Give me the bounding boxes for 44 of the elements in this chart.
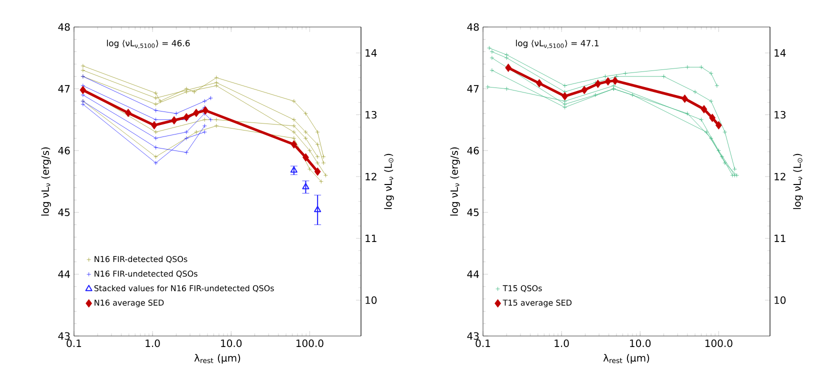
y-tick-label: 44 bbox=[467, 270, 479, 278]
annotation: log ⟨νL$_{ν,5100}$⟩ = 46.6 bbox=[107, 40, 190, 49]
x-tick-label: 0.1 bbox=[476, 340, 490, 348]
y-tick-label: 47 bbox=[467, 85, 479, 92]
x-axis-title: λ$_{rest}$ (μm) bbox=[603, 354, 650, 364]
y2-tick-label: 13 bbox=[366, 110, 376, 119]
y2-axis-title: log νL$_{ν}$ (L$_{⊙}$) bbox=[793, 154, 803, 210]
y-axis-title: log νL$_{ν}$ (erg/s) bbox=[41, 147, 51, 216]
y-tick-label: 43 bbox=[467, 332, 479, 340]
y-tick-label: 48 bbox=[467, 23, 479, 31]
x-tick-label: 100.0 bbox=[296, 340, 324, 348]
y2-tick-label: 14 bbox=[774, 49, 786, 57]
legend-label: T15 QSOs bbox=[502, 285, 542, 292]
y2-tick-label: 11 bbox=[774, 234, 786, 242]
y2-tick-label: 10 bbox=[774, 296, 786, 304]
y-tick-label: 46 bbox=[467, 146, 479, 154]
x-tick-label: 1.0 bbox=[554, 340, 569, 348]
legend-label: N16 FIR-detected QSOs bbox=[94, 256, 188, 264]
annotation: log ⟨νL$_{ν,5100}$⟩ = 47.1 bbox=[516, 40, 599, 49]
y2-tick-label: 12 bbox=[366, 172, 376, 180]
y-axis-title: log νL$_{ν}$ (erg/s) bbox=[450, 147, 460, 216]
legend-label: N16 average SED bbox=[94, 300, 164, 308]
y-tick-label: 48 bbox=[58, 23, 70, 31]
y2-tick-label: 13 bbox=[774, 110, 786, 119]
legend-label: N16 FIR-undetected QSOs bbox=[94, 270, 198, 278]
x-tick-label: 0.1 bbox=[66, 340, 82, 348]
y-tick-label: 47 bbox=[58, 85, 70, 92]
y2-tick-label: 10 bbox=[366, 296, 377, 304]
x-tick-label: 1.0 bbox=[146, 340, 160, 348]
legend-label: T15 average SED bbox=[502, 300, 572, 308]
x-axis-title: λ$_{rest}$ (μm) bbox=[194, 354, 240, 364]
y-tick-label: 45 bbox=[467, 208, 479, 216]
y-tick-label: 46 bbox=[58, 146, 70, 154]
y2-axis-title: log νL$_{ν}$ (L$_{⊙}$) bbox=[384, 154, 394, 210]
y-tick-label: 43 bbox=[58, 332, 70, 340]
y2-tick-label: 11 bbox=[366, 234, 376, 242]
y-tick-label: 45 bbox=[58, 208, 70, 216]
y2-tick-label: 12 bbox=[774, 172, 786, 180]
x-tick-label: 100.0 bbox=[705, 340, 732, 348]
y2-tick-label: 14 bbox=[366, 49, 377, 57]
y-tick-label: 44 bbox=[58, 270, 70, 278]
x-tick-label: 10.0 bbox=[221, 340, 242, 348]
x-tick-label: 10.0 bbox=[630, 340, 651, 348]
legend-label: Stacked values for N16 FIR-undetected QSOs bbox=[94, 285, 274, 292]
